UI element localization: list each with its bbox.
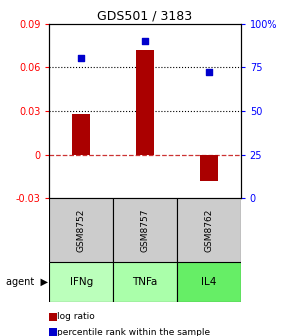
Bar bbox=[177, 262, 241, 302]
Text: GSM8752: GSM8752 bbox=[77, 208, 86, 252]
Text: agent  ▶: agent ▶ bbox=[6, 277, 48, 287]
Bar bbox=[200, 155, 218, 181]
Title: GDS501 / 3183: GDS501 / 3183 bbox=[97, 9, 193, 23]
Text: GSM8757: GSM8757 bbox=[140, 208, 150, 252]
Bar bbox=[49, 198, 113, 262]
Point bbox=[143, 38, 147, 44]
Bar bbox=[136, 50, 154, 155]
Point bbox=[79, 56, 84, 61]
Bar bbox=[72, 114, 90, 155]
Text: IFNg: IFNg bbox=[70, 277, 93, 287]
Text: percentile rank within the sample: percentile rank within the sample bbox=[57, 328, 211, 336]
Bar bbox=[49, 262, 113, 302]
Text: IL4: IL4 bbox=[201, 277, 217, 287]
Bar bbox=[113, 262, 177, 302]
Text: TNFa: TNFa bbox=[132, 277, 158, 287]
Text: GSM8762: GSM8762 bbox=[204, 208, 213, 252]
Text: log ratio: log ratio bbox=[57, 312, 95, 321]
Bar bbox=[177, 198, 241, 262]
Bar bbox=[113, 198, 177, 262]
Point bbox=[206, 70, 211, 75]
